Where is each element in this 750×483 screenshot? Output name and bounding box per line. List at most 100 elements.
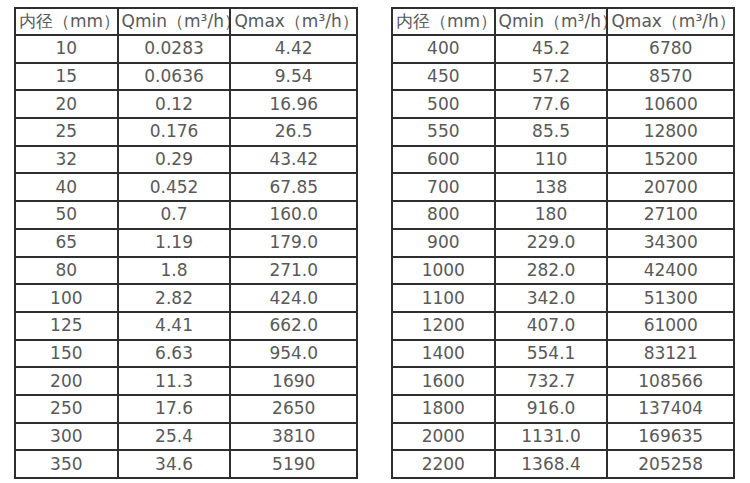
table-cell: 4.42: [230, 35, 357, 63]
table-cell: 0.29: [118, 146, 231, 174]
header-row: 内径（mm） Qmin（m³/h） Qmax（m³/h）: [15, 8, 357, 35]
table-cell: 0.0636: [118, 63, 231, 91]
col-header-inner-diameter: 内径（mm）: [392, 8, 495, 35]
table-row: 50077.610600: [392, 90, 734, 118]
table-cell: 342.0: [495, 284, 608, 312]
table-cell: 1600: [392, 367, 495, 395]
table-cell: 229.0: [495, 229, 608, 257]
table-cell: 80: [15, 257, 118, 285]
table-cell: 0.7: [118, 201, 231, 229]
table-body: 40045.2678045057.2857050077.61060055085.…: [392, 35, 734, 478]
table-cell: 4.41: [118, 312, 231, 340]
table-cell: 27100: [607, 201, 734, 229]
table-cell: 450: [392, 63, 495, 91]
table-cell: 500: [392, 90, 495, 118]
table-cell: 1.8: [118, 257, 231, 285]
table-row: 250.17626.5: [15, 118, 357, 146]
table-row: 35034.65190: [15, 450, 357, 478]
table-row: 1200407.061000: [392, 312, 734, 340]
table-cell: 180: [495, 201, 608, 229]
table-row: 1002.82424.0: [15, 284, 357, 312]
table-cell: 25.4: [118, 423, 231, 451]
table-row: 80018027100: [392, 201, 734, 229]
table-cell: 600: [392, 146, 495, 174]
table-cell: 26.5: [230, 118, 357, 146]
table-cell: 271.0: [230, 257, 357, 285]
col-header-qmax: Qmax（m³/h）: [230, 8, 357, 35]
table-cell: 65: [15, 229, 118, 257]
table-cell: 50: [15, 201, 118, 229]
table-row: 1400554.183121: [392, 340, 734, 368]
table-row: 320.2943.42: [15, 146, 357, 174]
table-cell: 34300: [607, 229, 734, 257]
table-cell: 0.452: [118, 173, 231, 201]
table-cell: 250: [15, 395, 118, 423]
table-cell: 83121: [607, 340, 734, 368]
table-row: 1254.41662.0: [15, 312, 357, 340]
col-header-qmin: Qmin（m³/h）: [495, 8, 608, 35]
table-row: 500.7160.0: [15, 201, 357, 229]
table-cell: 900: [392, 229, 495, 257]
table-cell: 1000: [392, 257, 495, 285]
table-cell: 1200: [392, 312, 495, 340]
flow-rate-tables: 内径（mm） Qmin（m³/h） Qmax（m³/h） 100.02834.4…: [14, 7, 735, 479]
table-row: 45057.28570: [392, 63, 734, 91]
table-cell: 150: [15, 340, 118, 368]
table-cell: 6.63: [118, 340, 231, 368]
table-row: 801.8271.0: [15, 257, 357, 285]
table-cell: 3810: [230, 423, 357, 451]
table-cell: 40: [15, 173, 118, 201]
table-cell: 100: [15, 284, 118, 312]
table-cell: 200: [15, 367, 118, 395]
table-cell: 51300: [607, 284, 734, 312]
table-row: 30025.43810: [15, 423, 357, 451]
table-cell: 1690: [230, 367, 357, 395]
table-row: 25017.62650: [15, 395, 357, 423]
table-row: 20011.31690: [15, 367, 357, 395]
table-cell: 1368.4: [495, 450, 608, 478]
table-row: 651.19179.0: [15, 229, 357, 257]
table-cell: 137404: [607, 395, 734, 423]
table-row: 100.02834.42: [15, 35, 357, 63]
table-cell: 160.0: [230, 201, 357, 229]
table-cell: 10600: [607, 90, 734, 118]
table-cell: 61000: [607, 312, 734, 340]
table-row: 150.06369.54: [15, 63, 357, 91]
table-cell: 34.6: [118, 450, 231, 478]
col-header-inner-diameter: 内径（mm）: [15, 8, 118, 35]
table-cell: 1100: [392, 284, 495, 312]
table-cell: 550: [392, 118, 495, 146]
table-row: 60011015200: [392, 146, 734, 174]
table-cell: 77.6: [495, 90, 608, 118]
table-row: 1000282.042400: [392, 257, 734, 285]
table-row: 900229.034300: [392, 229, 734, 257]
col-header-qmin: Qmin（m³/h）: [118, 8, 231, 35]
table-cell: 138: [495, 173, 608, 201]
table-cell: 700: [392, 173, 495, 201]
table-cell: 108566: [607, 367, 734, 395]
table-cell: 5190: [230, 450, 357, 478]
table-cell: 282.0: [495, 257, 608, 285]
table-cell: 662.0: [230, 312, 357, 340]
table-cell: 85.5: [495, 118, 608, 146]
table-cell: 169635: [607, 423, 734, 451]
table-cell: 400: [392, 35, 495, 63]
table-row: 22001368.4205258: [392, 450, 734, 478]
table-row: 70013820700: [392, 173, 734, 201]
table-cell: 205258: [607, 450, 734, 478]
table-cell: 1800: [392, 395, 495, 423]
table-cell: 300: [15, 423, 118, 451]
table-cell: 6780: [607, 35, 734, 63]
table-cell: 8570: [607, 63, 734, 91]
table-cell: 1.19: [118, 229, 231, 257]
table-cell: 1400: [392, 340, 495, 368]
flow-table-large-diameters: 内径（mm） Qmin（m³/h） Qmax（m³/h） 40045.26780…: [391, 7, 735, 479]
table-cell: 0.12: [118, 90, 231, 118]
table-cell: 0.176: [118, 118, 231, 146]
table-row: 1600732.7108566: [392, 367, 734, 395]
table-cell: 15200: [607, 146, 734, 174]
table-cell: 800: [392, 201, 495, 229]
table-cell: 42400: [607, 257, 734, 285]
table-cell: 2200: [392, 450, 495, 478]
table-cell: 954.0: [230, 340, 357, 368]
